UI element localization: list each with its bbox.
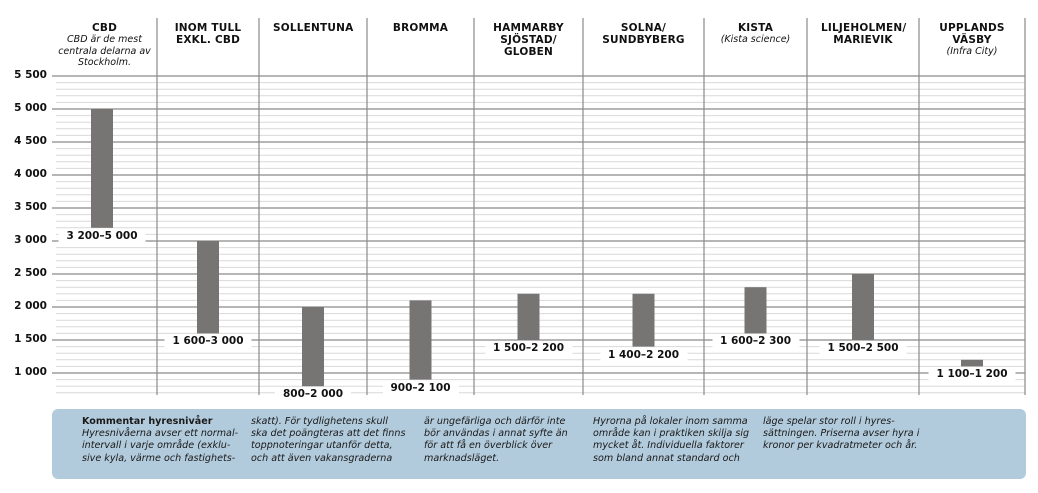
note-line: skatt). För tydlighetens skull	[251, 416, 388, 427]
note-line: för att få en överblick över	[424, 440, 553, 452]
range-bar	[409, 300, 432, 380]
category-title: HAMMARBY SJÖSTAD/ GLOBEN	[493, 22, 564, 58]
note-line: sättningen. Priserna avser hyra i	[763, 428, 920, 440]
category-title: SOLLENTUNA	[273, 22, 354, 34]
column-header: CBD CBD är de mest centrala delarna av St…	[52, 22, 157, 69]
note-line: som bland annat standard och	[593, 452, 740, 464]
note-line: mycket åt. Individuella faktorer	[593, 440, 744, 452]
note-line: är ungefärliga och därför inte	[424, 416, 566, 427]
y-tick-label: 3 500	[14, 201, 47, 213]
note-column: skatt). För tydlighetens skull ska det po…	[251, 416, 416, 465]
column-header: LILJEHOLMEN/ MARIEVIK	[807, 22, 919, 46]
category-subtitle: (Kista science)	[720, 34, 791, 45]
column-header: INOM TULL EXKL. CBD	[157, 22, 259, 46]
note-line: bör användas i annat syfte än	[424, 428, 568, 440]
range-bar	[744, 287, 767, 334]
note-column: Hyrorna på lokaler inom samma område kan …	[593, 416, 758, 465]
range-label: 3 200–5 000	[58, 229, 146, 243]
column-header: BROMMA	[367, 22, 474, 34]
range-bar	[197, 241, 219, 334]
note-line: intervall i varje område (exklu-	[82, 440, 231, 452]
note-column: Kommentar hyresnivåer Hyresnivåerna avse…	[82, 416, 247, 465]
comment-box: Kommentar hyresnivåer Hyresnivåerna avse…	[52, 409, 1026, 479]
range-label: 1 400–2 200	[599, 348, 688, 362]
plot-area	[52, 18, 1026, 395]
note-column: är ungefärliga och därför inte bör använd…	[424, 416, 589, 465]
rent-range-chart: CBD CBD är de mest centrala delarna av St…	[14, 18, 1026, 402]
column-header: KISTA (Kista science)	[704, 22, 807, 46]
note-line: och att även vakansgraderna	[251, 452, 393, 464]
note-line: ska det poängteras att det finns	[251, 428, 406, 440]
category-subtitle: CBD är de mest centrala delarna av Stock…	[58, 34, 151, 68]
range-bar	[961, 359, 983, 367]
category-title: INOM TULL EXKL. CBD	[174, 22, 242, 46]
column-header: SOLLENTUNA	[259, 22, 367, 34]
category-title: UPPLANDS VÄSBY	[939, 22, 1005, 46]
range-label: 800–2 000	[274, 388, 352, 402]
category-title: CBD	[91, 22, 118, 34]
range-bar	[302, 307, 324, 387]
column-header: SOLNA/ SUNDBYBERG	[583, 22, 704, 46]
category-title: KISTA	[737, 22, 774, 34]
y-tick-label: 2 000	[14, 300, 47, 312]
category-title: BROMMA	[392, 22, 449, 34]
note-line: marknadsläget.	[424, 452, 500, 464]
note-line: område kan i praktiken skilja sig	[593, 428, 750, 440]
column-header: HAMMARBY SJÖSTAD/ GLOBEN	[474, 22, 583, 58]
column-header: UPPLANDS VÄSBY (Infra City)	[919, 22, 1025, 58]
note-heading: Kommentar hyresnivåer	[82, 416, 213, 427]
range-label: 1 100–1 200	[928, 368, 1016, 382]
y-tick-label: 4 500	[14, 135, 47, 147]
note-line: Hyrorna på lokaler inom samma	[593, 416, 748, 427]
range-bar	[632, 293, 655, 347]
range-label: 1 600–2 300	[711, 335, 800, 349]
note-line: sive kyla, värme och fastighets-	[82, 452, 236, 464]
range-bar	[91, 109, 113, 228]
note-line: kronor per kvadratmeter och år.	[763, 440, 918, 452]
y-tick-label: 5 500	[14, 69, 47, 81]
note-line: läge spelar stor roll i hyres-	[763, 416, 895, 427]
y-tick-label: 4 000	[14, 168, 47, 180]
y-tick-label: 1 000	[14, 366, 47, 378]
category-title: LILJEHOLMEN/ MARIEVIK	[821, 22, 907, 46]
note-line: Hyresnivåerna avser ett normal-	[82, 428, 239, 440]
range-bar	[852, 274, 874, 340]
range-label: 1 600–3 000	[164, 335, 252, 349]
y-tick-label: 1 500	[14, 333, 47, 345]
range-bar	[517, 293, 540, 340]
category-title: SOLNA/ SUNDBYBERG	[602, 22, 685, 46]
y-tick-label: 5 000	[14, 102, 47, 114]
note-line: toppnoteringar utanför detta,	[251, 440, 393, 452]
range-label: 1 500–2 500	[819, 342, 907, 355]
category-subtitle: (Infra City)	[946, 46, 998, 57]
y-tick-label: 2 500	[14, 267, 47, 279]
note-column: läge spelar stor roll i hyres-sättningen…	[763, 416, 938, 453]
y-tick-label: 3 000	[14, 234, 47, 246]
range-label: 1 500–2 200	[484, 342, 573, 355]
range-label: 900–2 100	[382, 381, 459, 395]
